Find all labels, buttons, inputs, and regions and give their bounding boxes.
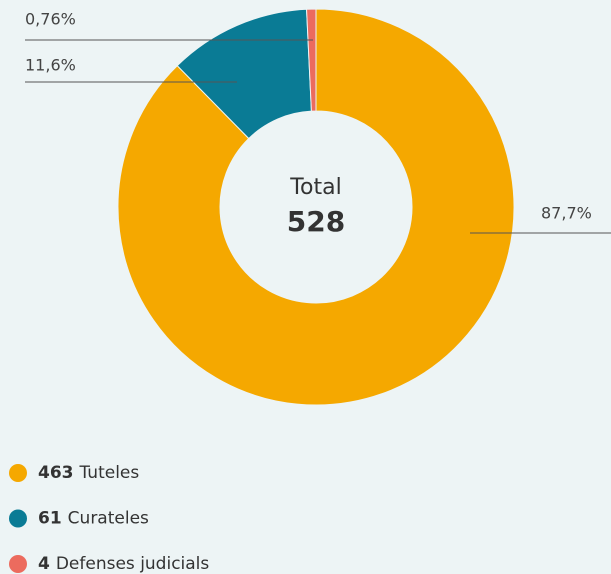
legend-label: Curateles: [68, 509, 149, 529]
legend-entry: 4 Defenses judicials: [38, 554, 209, 574]
slice: [117, 8, 515, 406]
legend-count: 4: [38, 554, 50, 574]
legend-count: 61: [38, 509, 62, 529]
value-label: 87,7%: [541, 204, 592, 223]
value-label: 0,76%: [25, 10, 76, 29]
legend-count: 463: [38, 463, 74, 483]
legend-label: Tuteles: [79, 463, 140, 483]
slice: [306, 8, 317, 112]
legend-entry: 463 Tuteles: [38, 463, 139, 483]
value-label: 11,6%: [25, 56, 76, 75]
legend-entry: 61 Curateles: [38, 509, 149, 529]
center-total: 528: [287, 205, 345, 238]
legend-swatch: [9, 509, 27, 528]
legend-label: Defenses judicials: [56, 554, 210, 574]
legend-swatch: [9, 555, 27, 573]
legend-swatch: [9, 464, 27, 482]
center-label: Total: [289, 175, 341, 200]
